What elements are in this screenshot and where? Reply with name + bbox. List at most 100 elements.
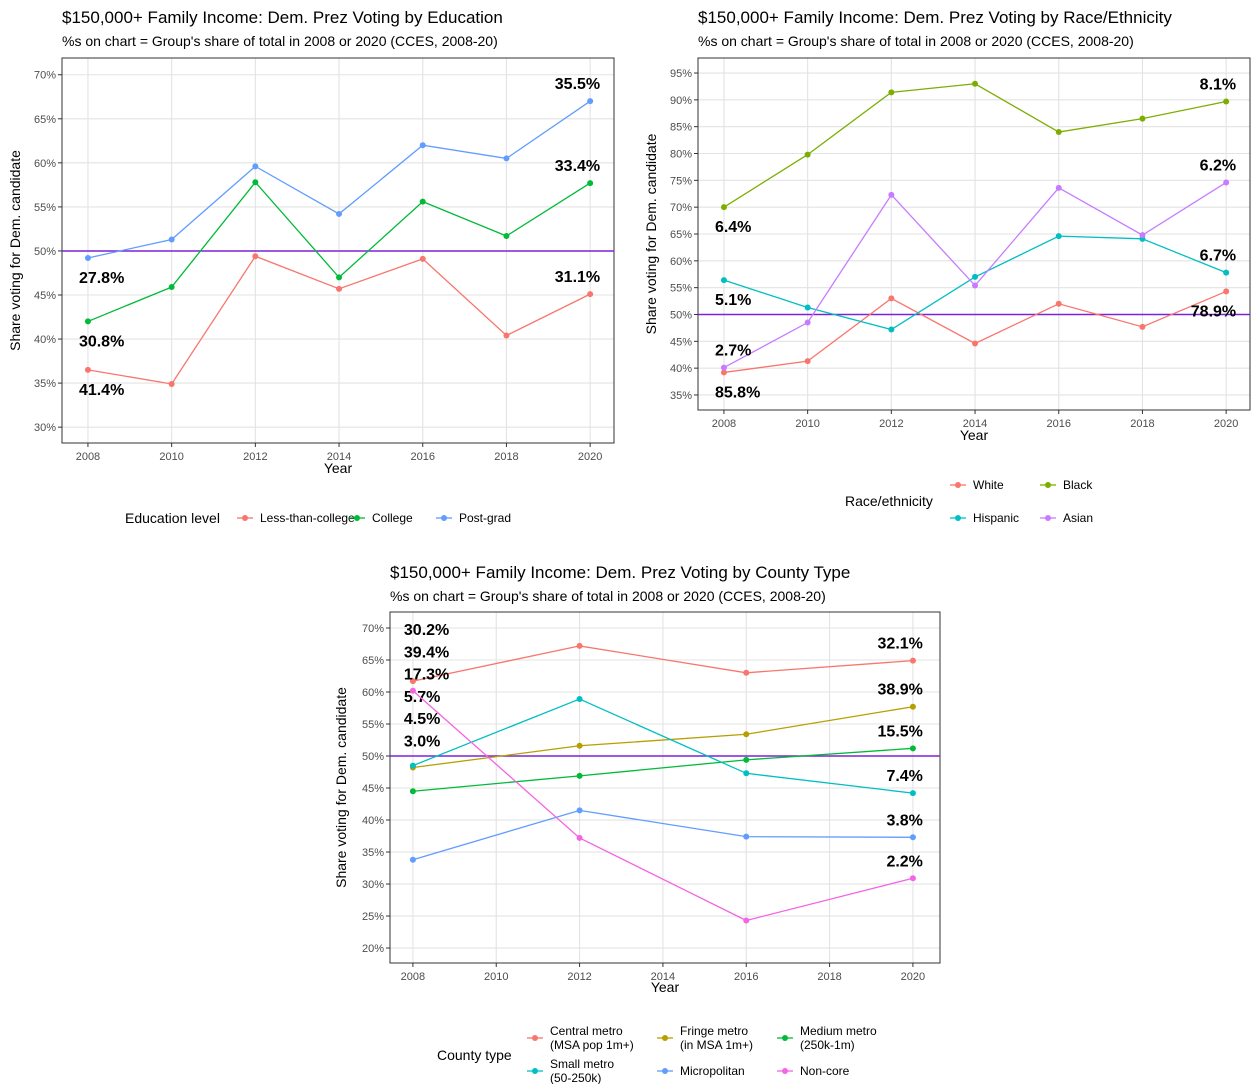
series-line (412, 698, 913, 794)
x-tick-label: 2008 (401, 971, 425, 983)
legend-title: Education level (125, 510, 220, 526)
y-tick-label: 30% (34, 422, 56, 434)
data-point (336, 210, 343, 217)
series-annotation: 6.2% (1200, 157, 1236, 174)
y-tick-label: 55% (670, 283, 692, 295)
legend-label: White (973, 478, 1004, 492)
data-point (888, 326, 895, 333)
data-point (409, 687, 416, 694)
data-point (576, 807, 583, 814)
legend-title: Race/ethnicity (845, 493, 933, 509)
y-tick-label: 55% (362, 719, 384, 731)
x-tick-label: 2016 (411, 451, 435, 463)
plot-border (389, 611, 941, 964)
x-tick-label: 2020 (578, 451, 602, 463)
data-point (576, 696, 583, 703)
y-tick-label: 65% (34, 114, 56, 126)
data-point (576, 834, 583, 841)
chart-subtitle: %s on chart = Group's share of total in … (698, 33, 1134, 49)
data-point (576, 742, 583, 749)
chart-subtitle: %s on chart = Group's share of total in … (390, 588, 826, 604)
chart-title: $150,000+ Family Income: Dem. Prez Votin… (62, 8, 503, 27)
y-tick-label: 45% (34, 290, 56, 302)
x-tick-label: 2010 (795, 418, 819, 430)
chart-title: $150,000+ Family Income: Dem. Prez Votin… (698, 8, 1172, 27)
data-point (1139, 115, 1146, 122)
data-point (1055, 184, 1062, 191)
y-tick-label: 65% (362, 655, 384, 667)
x-tick-label: 2020 (1214, 418, 1238, 430)
y-tick-label: 75% (670, 175, 692, 187)
x-tick-label: 2016 (1047, 418, 1071, 430)
x-tick-label: 2010 (484, 971, 508, 983)
y-tick-label: 40% (362, 815, 384, 827)
y-axis-title: Share voting for Dem. candidate (7, 150, 23, 351)
legend-label: Micropolitan (680, 1064, 745, 1078)
data-point (1055, 129, 1062, 136)
legend-label: Asian (1063, 511, 1093, 525)
y-tick-label: 45% (362, 783, 384, 795)
legend-key-dot (955, 515, 961, 521)
x-tick-label: 2018 (817, 971, 841, 983)
x-tick-label: 2008 (712, 418, 736, 430)
chart: $150,000+ Family Income: Dem. Prez Votin… (333, 563, 941, 1084)
y-axis-title: Share voting for Dem. candidate (643, 133, 659, 334)
series-annotation: 41.4% (79, 382, 124, 399)
y-tick-label: 60% (34, 158, 56, 170)
data-point (720, 277, 727, 284)
data-point (1139, 232, 1146, 239)
y-tick-label: 35% (34, 378, 56, 390)
chart: $150,000+ Family Income: Dem. Prez Votin… (643, 8, 1251, 525)
data-point (804, 151, 811, 158)
legend-key-dot (354, 515, 360, 521)
data-point (743, 756, 750, 763)
legend-label: Fringe metro (in MSA 1m+) (680, 1024, 753, 1052)
series-annotation: 39.4% (404, 644, 449, 661)
data-point (409, 788, 416, 795)
legend-key-dot (1045, 515, 1051, 521)
x-tick-label: 2018 (494, 451, 518, 463)
series-annotation: 7.4% (886, 768, 922, 785)
data-point (587, 291, 594, 298)
y-tick-label: 40% (670, 363, 692, 375)
data-point (336, 274, 343, 281)
series-annotation: 2.2% (886, 853, 922, 870)
series-line (412, 747, 913, 792)
legend-key-dot (955, 482, 961, 488)
data-point (84, 318, 91, 325)
y-tick-label: 55% (34, 202, 56, 214)
data-point (1223, 269, 1230, 276)
series-annotation: 30.8% (79, 333, 124, 350)
legend-key-dot (1045, 482, 1051, 488)
data-point (503, 232, 510, 239)
x-tick-label: 2012 (567, 971, 591, 983)
y-tick-label: 90% (670, 95, 692, 107)
series-annotation: 8.1% (1200, 76, 1236, 93)
legend-key-dot (662, 1068, 668, 1074)
data-point (336, 285, 343, 292)
y-tick-label: 20% (362, 943, 384, 955)
series-annotation: 17.3% (404, 667, 449, 684)
plot-border (697, 57, 1251, 411)
series-annotation: 31.1% (555, 269, 600, 286)
chart: $150,000+ Family Income: Dem. Prez Votin… (7, 8, 615, 526)
y-tick-label: 80% (670, 149, 692, 161)
y-tick-label: 35% (362, 847, 384, 859)
y-tick-label: 70% (362, 623, 384, 635)
data-point (409, 856, 416, 863)
series-annotation: 38.9% (878, 682, 923, 699)
data-point (804, 304, 811, 311)
y-tick-label: 25% (362, 911, 384, 923)
series-annotation: 3.8% (886, 812, 922, 829)
series-annotation: 32.1% (878, 636, 923, 653)
data-point (804, 319, 811, 326)
x-tick-label: 2014 (327, 451, 351, 463)
series-annotation: 5.1% (715, 292, 751, 309)
x-axis-title: Year (651, 979, 680, 995)
data-point (419, 142, 426, 149)
y-tick-label: 65% (670, 229, 692, 241)
series-annotation: 6.7% (1200, 248, 1236, 265)
legend-key-dot (532, 1068, 538, 1074)
series-annotation: 5.7% (404, 689, 440, 706)
data-point (409, 762, 416, 769)
